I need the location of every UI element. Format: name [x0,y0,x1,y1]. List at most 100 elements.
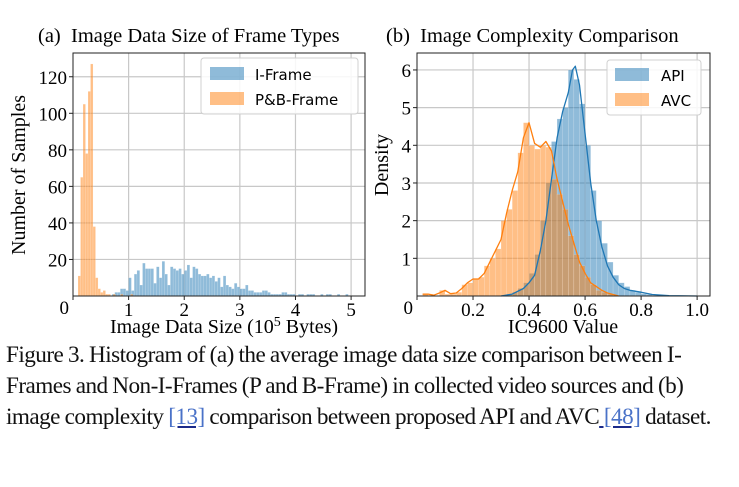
bar-i-frame [225,284,229,297]
panel-a-xlabel: Image Data Size (105 Bytes) [110,315,338,338]
bar-p-b-frame [90,63,94,297]
bar-i-frame [222,275,227,297]
y-tick-label: 120 [39,68,68,89]
citation-link[interactable]: [13] [168,404,205,430]
bar-avc [472,278,479,297]
y-tick-label: 80 [48,141,67,162]
y-tick-label: 5 [402,99,412,120]
legend-swatch-i-frame [210,67,244,80]
bar-i-frame [161,261,165,297]
panel-b-kde-lines [422,65,698,297]
x-tick-label: 1.0 [685,300,709,321]
bar-i-frame [236,286,241,297]
bar-i-frame [125,290,129,297]
legend-label-api: API [661,67,685,85]
bar-p-b-frame [77,275,81,297]
bar-i-frame [259,292,263,297]
bar-i-frame [164,273,168,297]
bar-i-frame [261,290,266,297]
bar-avc [545,146,552,297]
bar-avc [467,282,474,297]
bar-p-b-frame [85,153,89,297]
bar-i-frame [170,266,174,297]
bar-i-frame [117,292,121,297]
bar-i-frame [186,264,190,297]
bar-i-frame [189,277,193,297]
x-tick-label: 5 [346,300,356,321]
bar-i-frame [122,288,127,297]
bar-i-frame [209,277,213,297]
x-tick-label: 1 [124,300,134,321]
y-tick-label: 3 [402,174,412,195]
bar-i-frame [203,275,207,297]
bar-i-frame [175,270,179,297]
bar-avc [478,276,485,297]
bar-i-frame [256,292,260,297]
bar-avc [540,145,547,297]
bar-i-frame [142,262,146,297]
x-tick-label: 0.6 [573,300,597,321]
bar-api [584,145,591,297]
bar-p-b-frame [82,103,86,297]
bar-i-frame [264,290,268,297]
bar-i-frame [167,284,171,297]
bar-i-frame [217,277,221,297]
bar-i-frame [159,277,163,297]
bar-api [590,190,597,297]
bar-p-b-frame [95,277,99,297]
bar-avc [596,290,603,297]
panel-b-histogram: (b) Image Complexity Comparison 0.2 0.4 0.… [371,25,711,338]
panel-a-legend: I-Frame P&B-Frame [200,57,359,115]
panel-a-xlabel-unit: Bytes) [281,316,338,338]
citation-link[interactable]: [48] [599,404,641,430]
bar-i-frame [184,270,188,297]
bar-i-frame [150,268,154,297]
y-tick-label: 100 [39,104,68,125]
bar-avc [523,122,530,297]
x-tick-label: 0.4 [517,300,541,321]
bar-i-frame [178,268,182,297]
y-tick-label: 40 [48,214,67,235]
panel-a-xlabel-main: Image Data Size (10 [110,316,274,338]
bar-i-frame [245,284,249,297]
legend-label-i-frame: I-Frame [255,66,312,84]
x-tick-label: 4 [291,300,301,321]
panel-b-title: (b) Image Complexity Comparison [386,25,679,47]
panel-b-ylabel: Density [371,134,393,196]
panel-a-axes-frame [72,52,366,297]
legend-swatch-avc [615,93,649,106]
bar-i-frame [267,292,271,297]
bar-i-frame [250,290,254,297]
bar-i-frame [228,286,232,297]
bar-i-frame [172,268,177,297]
bar-i-frame [220,286,224,297]
panel-a-ticks: 1 2 3 4 5 20 40 60 80 100 120 0 [39,68,356,321]
bar-i-frame [136,270,140,297]
y-tick-label: 20 [48,250,67,271]
bar-api [624,286,631,297]
x-tick-label: 0.2 [461,300,485,321]
bar-i-frame [231,288,235,297]
caption-text: dataset. [640,404,711,430]
bar-i-frame [195,268,199,297]
x-tick-label: 2 [179,300,189,321]
bar-i-frame [206,273,210,297]
bar-i-frame [200,275,204,297]
bar-i-frame [242,288,246,297]
bar-i-frame [192,266,196,297]
bar-i-frame [153,283,157,297]
bar-i-frame [147,268,152,297]
bar-api [635,292,642,297]
y-tick-label: 60 [48,177,67,198]
y-tick-label: 6 [402,61,412,82]
bar-i-frame [181,273,185,297]
bar-i-frame [239,288,243,297]
y-tick-label: 4 [402,136,412,157]
y-tick-label: 1 [402,249,412,270]
panel-a-xlabel-exponent: 5 [274,315,281,330]
panel-a-ylabel: Number of Samples [8,95,30,255]
kde-line-avc [422,122,619,297]
bar-i-frame [197,273,202,297]
legend-label-avc: AVC [661,92,691,110]
